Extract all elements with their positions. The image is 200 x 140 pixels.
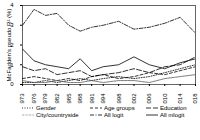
svg-text:4: 4	[10, 2, 14, 8]
svg-text:1985: 1985	[66, 93, 72, 104]
svg-text:0: 0	[10, 81, 14, 88]
svg-text:1998: 1998	[116, 93, 122, 104]
svg-text:1: 1	[10, 61, 14, 68]
svg-text:1973: 1973	[19, 93, 25, 104]
svg-text:1979: 1979	[42, 93, 48, 104]
html-text:Age groups: Age groups	[104, 105, 135, 111]
svg-text:2014: 2014	[177, 93, 183, 104]
html-text:City/countryside: City/countryside	[36, 112, 79, 118]
svg-text:3: 3	[10, 22, 14, 29]
svg-text:2002: 2002	[131, 93, 137, 104]
svg-text:1976: 1976	[31, 93, 37, 104]
html-text:All logit: All logit	[104, 112, 124, 118]
svg-text:1982: 1982	[54, 93, 60, 104]
svg-text:2006: 2006	[146, 93, 152, 104]
svg-text:McFadden's pseudo R² (%): McFadden's pseudo R² (%)	[6, 9, 12, 82]
svg-text:2010: 2010	[162, 93, 168, 104]
html-text:All mlogit: All mlogit	[160, 112, 185, 118]
svg-text:2018: 2018	[192, 93, 198, 104]
html-text:Gender: Gender	[36, 105, 56, 111]
html-text:Education: Education	[160, 105, 187, 111]
svg-text:2: 2	[10, 41, 14, 48]
svg-text:1988: 1988	[77, 93, 83, 104]
svg-text:1991: 1991	[89, 93, 95, 104]
svg-text:1994: 1994	[100, 93, 106, 104]
